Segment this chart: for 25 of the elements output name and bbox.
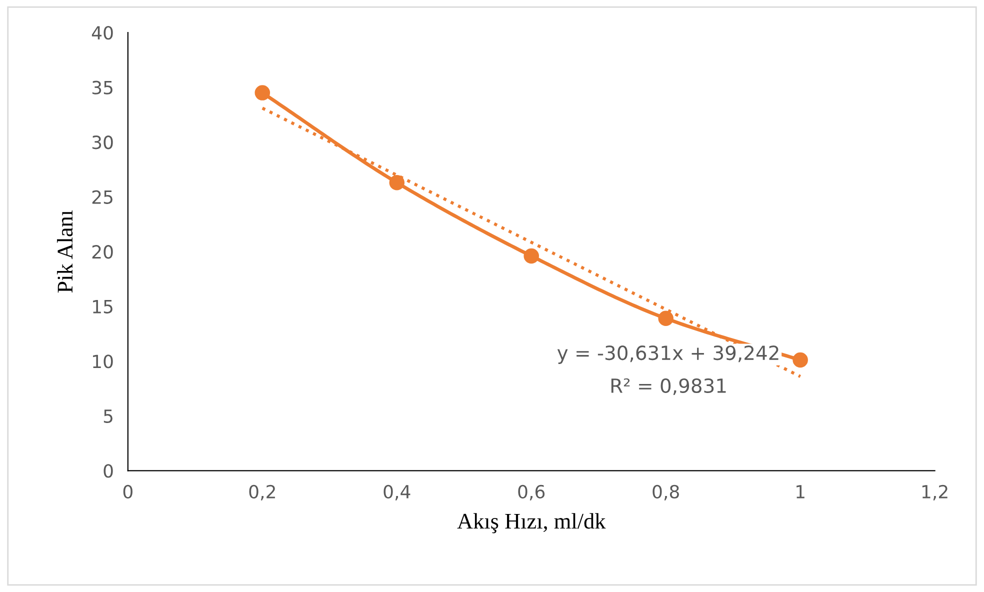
- y-tick-label: 10: [93, 354, 113, 368]
- annotation: y = -30,631x + 39,242: [557, 345, 778, 364]
- point: [254, 85, 270, 100]
- point: [658, 310, 674, 326]
- y-tick-label: 15: [93, 300, 112, 314]
- y-tick-label: 5: [104, 410, 112, 423]
- x-tick-label: 0,4: [384, 484, 410, 500]
- point: [792, 352, 808, 368]
- x-axis-title: Akış Hızı, ml/dk: [457, 513, 606, 534]
- x-tick-label: 0,6: [518, 484, 545, 500]
- y-tick-label: 30: [92, 136, 113, 150]
- point: [389, 174, 405, 190]
- y-tick-label: 25: [92, 190, 112, 204]
- x-tick-label: 1,2: [922, 484, 948, 500]
- point: [524, 248, 539, 264]
- y-axis-title: Pik Alanı: [57, 210, 73, 293]
- y-tick-label: 20: [92, 245, 113, 259]
- x-tick-label: 0: [123, 484, 132, 499]
- y-tick-label: 40: [92, 26, 113, 40]
- annotation: R² = 0,9831: [611, 378, 726, 396]
- x-tick-label: 0,2: [249, 484, 275, 500]
- x-tick-label: 0,8: [652, 484, 679, 500]
- y-tick-label: 0: [104, 464, 113, 478]
- x-tick-label: 1: [796, 485, 804, 498]
- y-tick-label: 35: [92, 80, 112, 94]
